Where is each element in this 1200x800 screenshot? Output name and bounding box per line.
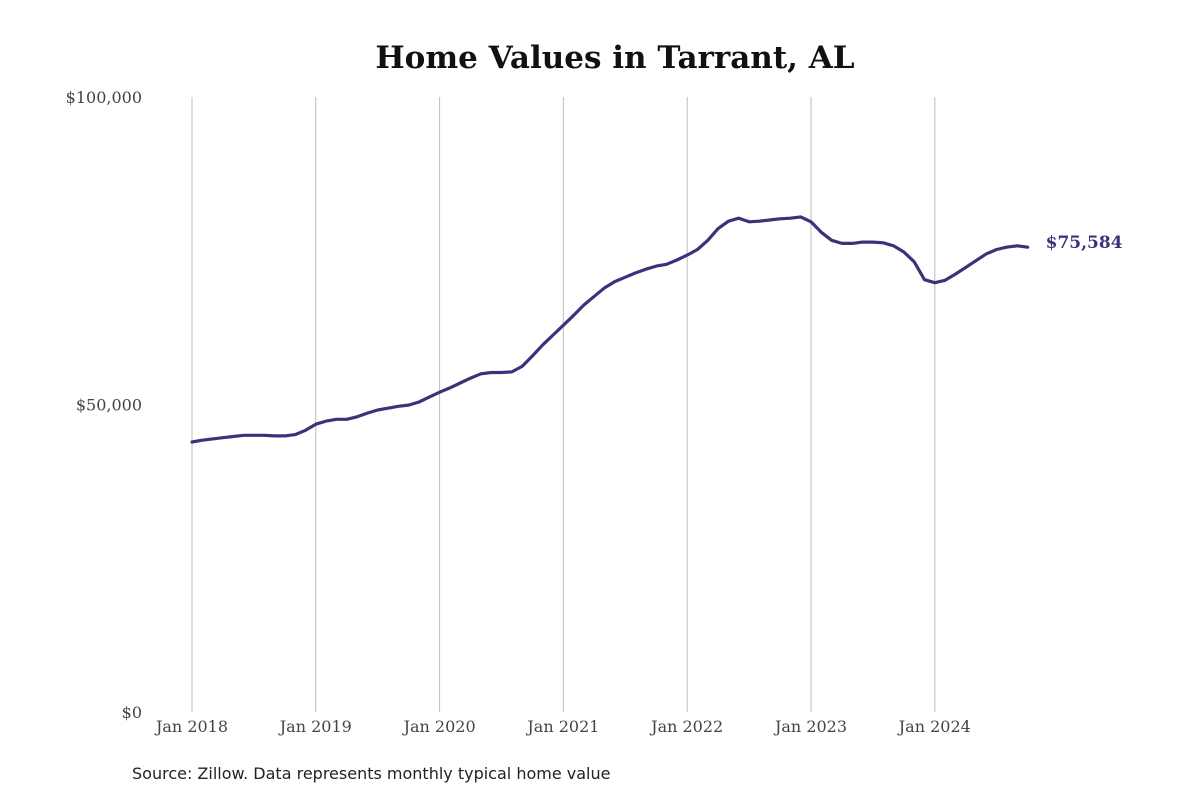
x-tick-label: Jan 2018 [154,717,228,736]
y-tick-label: $50,000 [76,396,142,415]
x-tick-label: Jan 2022 [649,717,723,736]
x-tick-label: Jan 2021 [525,717,599,736]
y-tick-label: $100,000 [66,88,142,107]
series-line [190,215,1030,444]
source-note: Source: Zillow. Data represents monthly … [132,764,611,783]
x-tick-label: Jan 2023 [773,717,847,736]
chart-title: Home Values in Tarrant, AL [375,40,854,76]
end-value-label: $75,584 [1046,233,1123,253]
y-tick-label: $0 [122,703,142,722]
x-tick-label: Jan 2024 [897,717,971,736]
x-tick-label: Jan 2020 [402,717,476,736]
x-tick-label: Jan 2019 [278,717,352,736]
